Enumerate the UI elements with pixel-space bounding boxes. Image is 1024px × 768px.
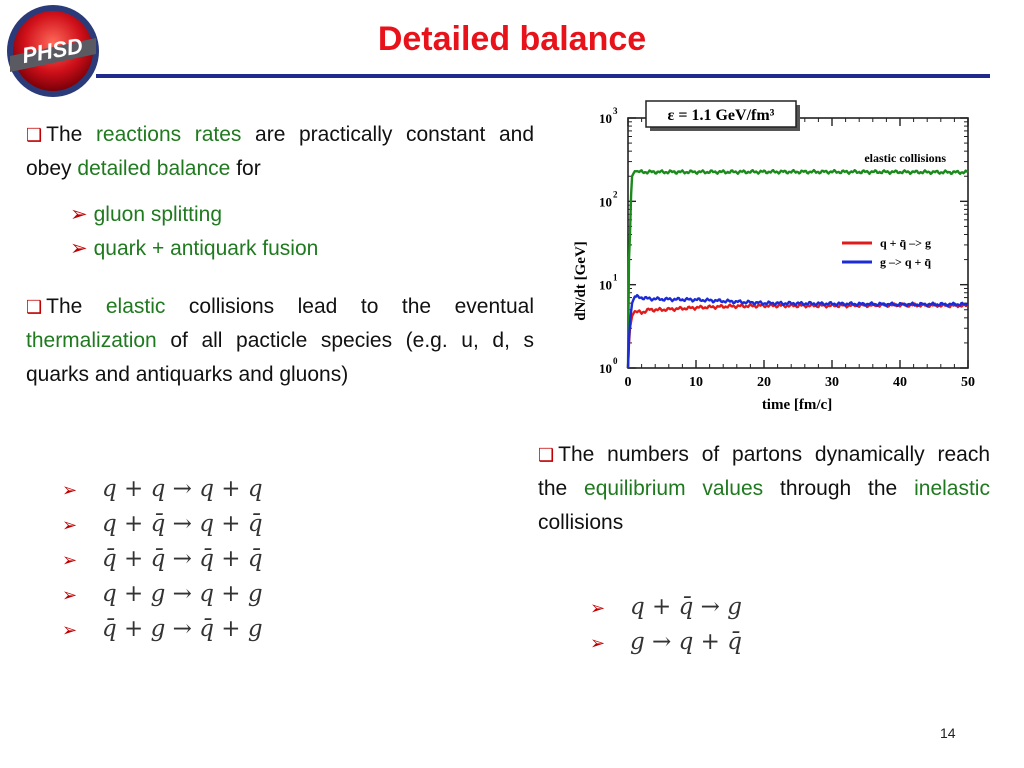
x-tick-label: 40 [893, 375, 907, 390]
para2-text-3: collisions lead to the eventual [188, 295, 535, 318]
y-tick-exponent: 3 [613, 106, 618, 116]
equation-row: ➢ q̄ + q̄ → q̄ + q̄ [62, 542, 263, 577]
x-tick-label: 10 [689, 375, 703, 390]
para1-text-1: The [46, 123, 83, 146]
checkbox-bullet-icon: ❑ [538, 445, 555, 465]
para1-text-2: reactions rates [95, 123, 242, 146]
y-tick-label: 10 [599, 111, 612, 126]
arrow-bullet-icon: ➢ [62, 550, 78, 571]
x-tick-label: 0 [625, 375, 632, 390]
para3-text-1: The numbers of partons dynamically reach… [538, 443, 990, 500]
title-rule [96, 74, 990, 78]
y-tick-label: 10 [599, 361, 612, 376]
arrow-bullet-icon: ➢ [62, 515, 78, 536]
arrow-bullet-icon: ➢ [70, 203, 88, 226]
series-line [626, 302, 969, 369]
sub-bullet-list: ➢ gluon splitting ➢ quark + antiquark fusi… [70, 198, 318, 266]
x-tick-label: 20 [757, 375, 771, 390]
series-line [626, 168, 969, 369]
y-tick-exponent: 0 [613, 356, 618, 366]
phsd-logo: PHSD [7, 5, 99, 97]
para2-text-1: The [46, 295, 83, 318]
para3-text-5: collisions [538, 511, 624, 534]
y-tick-label: 10 [599, 278, 612, 293]
para2-text-4: thermalization [26, 329, 157, 352]
para1-text-3: are practically constant and obey [26, 123, 534, 180]
y-tick-label: 10 [599, 194, 612, 209]
chart-annotation: elastic collisions [864, 151, 946, 165]
para1-text-5: for [236, 157, 261, 180]
slide-title: Detailed balance [377, 20, 647, 58]
para3-text-3: through the [779, 477, 898, 500]
arrow-bullet-icon: ➢ [62, 620, 78, 641]
series-line [626, 293, 969, 369]
equation-row: ➢ q + g → q + g [62, 577, 263, 612]
para3-text-4: inelastic [914, 477, 990, 500]
legend-label: q + q̄ –> g [880, 236, 931, 250]
arrow-bullet-icon: ➢ [590, 633, 606, 654]
chart-title-box [645, 100, 797, 128]
equation-row: ➢ q + q̄ → g [590, 590, 742, 625]
arrow-bullet-icon: ➢ [62, 585, 78, 606]
checkbox-bullet-icon: ❑ [26, 125, 43, 145]
paragraph-inelastic: ❑ The numbers of partons dynamically reac… [538, 438, 990, 540]
x-tick-label: 50 [961, 375, 975, 390]
legend-label: g –> q + q̄ [880, 255, 931, 269]
arrow-bullet-icon: ➢ [590, 598, 606, 619]
para2-text-2: elastic [105, 295, 166, 318]
x-tick-label: 30 [825, 375, 839, 390]
arrow-bullet-icon: ➢ [70, 237, 88, 260]
y-tick-exponent: 2 [613, 189, 618, 199]
elastic-equations: ➢ q + q → q + q ➢ q + q̄ → q + q̄ ➢ q̄ + q̄… [62, 472, 263, 647]
checkbox-bullet-icon: ❑ [26, 297, 43, 317]
equation-row: ➢ q + q̄ → q + q̄ [62, 507, 263, 542]
chart-title: ε = 1.1 GeV/fm³ [668, 107, 775, 124]
para2-text-5: of all pacticle species (e.g. u, d, s qu… [26, 329, 534, 386]
inelastic-equations: ➢ q + q̄ → g ➢ g → q + q̄ [590, 590, 742, 660]
y-tick-exponent: 1 [613, 273, 618, 283]
arrow-bullet-icon: ➢ [62, 480, 78, 501]
y-axis-label: dN/dt [GeV] [573, 241, 589, 321]
paragraph-reaction-rates: ❑ The reactions rates are practically con… [26, 118, 534, 186]
paragraph-elastic: ❑ The elastic collisions lead to the even… [26, 290, 534, 392]
x-axis-label: time [fm/c] [762, 397, 832, 413]
sub-bullet-item: ➢ gluon splitting [70, 203, 223, 226]
equation-row: ➢ q̄ + g → q̄ + g [62, 612, 263, 647]
para1-text-4: detailed balance [77, 157, 231, 180]
equation-row: ➢ g → q + q̄ [590, 625, 742, 660]
sub-bullet-item: ➢ quark + antiquark fusion [70, 237, 319, 260]
para3-text-2: equilibrium values [584, 477, 764, 500]
equation-row: ➢ q + q → q + q [62, 472, 263, 507]
page-number: 14 [940, 725, 956, 741]
